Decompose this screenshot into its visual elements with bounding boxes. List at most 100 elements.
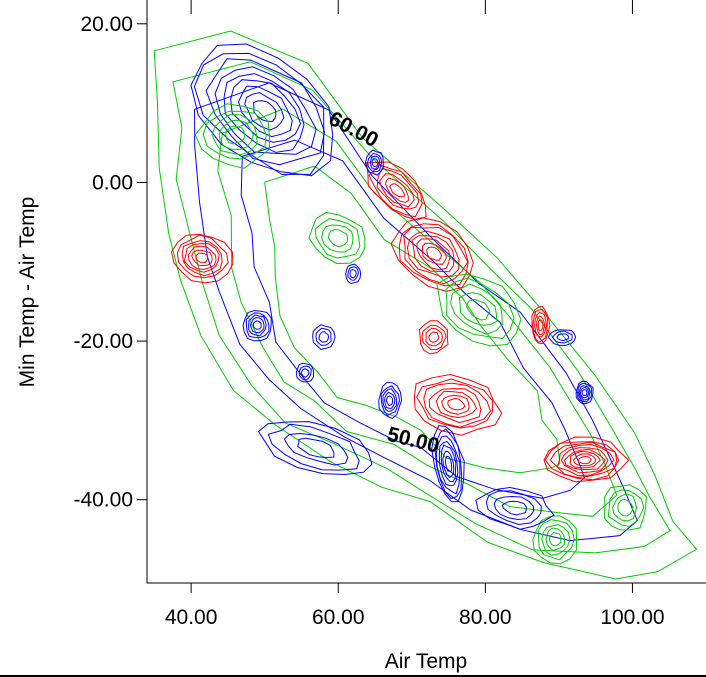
blue-ridge-south-ring [444, 456, 453, 473]
red-peak-center-north-ring [411, 235, 455, 273]
blue-peak-west-ring [245, 312, 270, 339]
y-tick-label: -20.00 [73, 330, 133, 353]
blue-peak-central-ring [385, 395, 394, 407]
red-peak-west-ring [181, 240, 223, 277]
red-peak-center-ring [418, 320, 449, 355]
red-peak-center-north [390, 217, 474, 292]
x-axis-label: Air Temp [385, 650, 467, 673]
red-ridge-north-ring [366, 161, 427, 221]
blue-peak-west-ring [249, 317, 265, 334]
blue-peak-small-2-ring [298, 365, 312, 381]
y-axis: 20.00 0.00 -20.00 -40.00 [73, 13, 147, 512]
red-peak-west [170, 233, 234, 284]
red-ridge-central-ring [416, 378, 494, 429]
blue-ridge-northwest-ring [230, 79, 302, 143]
blue-band-southwest-ring [283, 432, 349, 466]
green-hill-south-ring [545, 527, 566, 551]
red-peak-center-ring [425, 327, 443, 347]
red-ridge-north-ring [368, 164, 423, 218]
blue-ridge-northwest-ring [214, 66, 317, 155]
red-ridge-north-ring [388, 183, 406, 198]
outer-boundary-ring [264, 165, 561, 474]
blue-band-southwest [257, 421, 373, 476]
red-peak-southeast-ring [544, 441, 620, 481]
blue-band-southwest-ring [257, 421, 373, 476]
blue-peak-small-ring [349, 269, 357, 279]
green-hill-south [532, 515, 578, 565]
red-ridge-north-ring [376, 168, 420, 210]
blue-peak-east-ring [581, 389, 588, 397]
red-peak-east-ring [534, 311, 548, 338]
red-peak-center-north-ring [416, 238, 451, 271]
blue-ridge-south-ring [440, 444, 457, 483]
green-hill-south-ring [548, 531, 562, 547]
red-peak-southeast-ring [549, 441, 618, 479]
blue-ring-south-center-ring [493, 495, 535, 521]
green-hill-southeast-ring [603, 484, 647, 531]
red-peak-southeast-ring [556, 443, 615, 477]
x-tick-label: 60.00 [312, 606, 365, 629]
blue-peak-east-ring [578, 385, 591, 401]
red-ridge-central-ring [423, 382, 492, 428]
red-peak-southeast-ring [560, 447, 609, 474]
red-ridge-central-ring [441, 394, 470, 415]
red-peak-east-ring [537, 319, 544, 332]
green-ring-central-ring [458, 292, 498, 326]
red-peak-east-ring [535, 315, 546, 336]
outer-boundary-ring [172, 61, 671, 554]
blue-ring-east [547, 329, 577, 346]
blue-peak-west-ring [248, 314, 267, 337]
blue-peak-east [575, 380, 594, 405]
blue-ridge-northwest-ring [190, 43, 334, 177]
blue-ridge-northwest [190, 43, 334, 177]
green-hill-center-ring [314, 218, 361, 259]
blue-band-southwest-ring [297, 437, 335, 459]
red-peak-southeast [543, 436, 630, 483]
y-tick-label: 20.00 [80, 13, 133, 36]
blue-peak-central-ring [380, 385, 401, 417]
blue-ring-east-ring [547, 329, 577, 346]
red-peak-center-ring [428, 331, 440, 343]
blue-band-southwest-ring [267, 423, 360, 471]
green-hill-center-ring [321, 224, 354, 253]
green-ring-central-ring [466, 298, 491, 321]
green-ring-central-ring [445, 277, 515, 340]
green-ring-central [436, 273, 522, 347]
red-peak-center-north-ring [398, 223, 469, 287]
blue-peak-small [345, 263, 362, 285]
blue-peak-east-ring [579, 386, 590, 399]
blue-peak-east-ring [575, 380, 594, 405]
red-ridge-north [366, 161, 427, 221]
red-peak-east-ring [532, 308, 548, 344]
green-hill-northwest-ring [211, 114, 258, 156]
outer-boundary-ring [153, 30, 698, 580]
blue-peak-west-ring [242, 310, 272, 342]
red-peak-west-ring [176, 234, 229, 279]
red-peak-southeast-ring [577, 455, 592, 465]
green-hill-northwest-ring [225, 125, 246, 145]
red-peak-center-ring [421, 324, 447, 351]
blue-peak-small-2-ring [300, 368, 310, 378]
red-peak-west-ring [195, 252, 209, 263]
blue-peak-center-west-ring [315, 327, 332, 346]
red-peak-west-ring [170, 233, 234, 284]
x-tick-label: 80.00 [459, 606, 512, 629]
contour-label: 50.00 [385, 423, 442, 458]
blue-ridge-south [431, 424, 465, 503]
y-axis-label: Min Temp - Air Temp [16, 197, 39, 388]
green-hill-southeast [603, 484, 647, 531]
blue-ridge-south-ring [431, 424, 465, 503]
y-tick-label: -40.00 [73, 489, 133, 512]
blue-peak-central-ring [384, 391, 396, 410]
blue-peak-north-ring [369, 155, 381, 171]
x-tick-label: 100.00 [600, 606, 664, 629]
red-peak-west-ring [183, 243, 220, 273]
blue-ring-south-center-ring [485, 490, 542, 526]
blue-ridge-northwest-ring [237, 85, 293, 138]
blue-peak-north [364, 149, 384, 176]
blue-peak-west-ring [252, 320, 262, 330]
red-ridge-north-ring [385, 177, 409, 203]
green-hill-center-ring [327, 229, 349, 248]
blue-peak-center-west [312, 324, 336, 350]
blue-ridge-south-ring [435, 435, 461, 495]
